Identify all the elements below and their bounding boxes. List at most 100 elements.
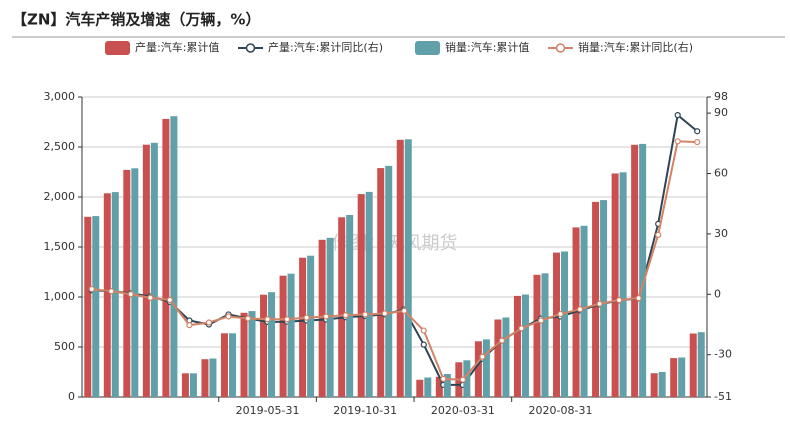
- bar: [299, 257, 307, 397]
- y-tick-label: 500: [54, 340, 75, 353]
- bar: [600, 200, 608, 397]
- bar: [228, 333, 236, 397]
- line-point: [557, 310, 564, 318]
- bar: [502, 317, 510, 397]
- line-point: [186, 322, 193, 329]
- bar: [92, 216, 100, 397]
- y2-tick-label: 60: [714, 167, 728, 180]
- bar: [103, 193, 111, 397]
- bar: [494, 319, 502, 397]
- y2-tick-label: 0: [714, 287, 721, 300]
- bar: [338, 217, 346, 397]
- bar: [189, 373, 197, 397]
- x-tick-label: 2020-03-31: [431, 404, 495, 417]
- line-point: [459, 376, 466, 383]
- bar: [131, 168, 139, 397]
- y2-tick-label: -51: [714, 390, 732, 403]
- bar: [650, 373, 658, 397]
- x-tick-label: 2019-10-31: [333, 404, 397, 417]
- bar: [209, 358, 217, 397]
- legend-label: 产量:汽车:累计同比(右): [268, 40, 383, 54]
- line-point: [108, 288, 115, 295]
- bar: [670, 358, 678, 397]
- bar: [463, 360, 471, 397]
- bar: [658, 372, 666, 397]
- bar: [268, 292, 276, 397]
- line-point: [694, 139, 701, 146]
- line-point: [498, 337, 506, 344]
- line-point: [596, 300, 603, 307]
- bar: [201, 359, 209, 397]
- x-tick-label: 2019-05-31: [236, 404, 300, 417]
- legend-swatch: [105, 41, 130, 55]
- bar: [678, 357, 686, 397]
- y2-tick-label: 90: [714, 106, 728, 119]
- bar: [416, 379, 424, 397]
- line-point: [264, 316, 271, 323]
- line-point: [420, 327, 427, 334]
- line-point: [127, 291, 134, 298]
- y-tick-label: 2,500: [44, 140, 76, 153]
- line-point: [655, 231, 662, 239]
- bar: [365, 191, 373, 397]
- bar: [326, 237, 334, 397]
- bar: [346, 215, 354, 397]
- legend-label: 产量:汽车:累计值: [135, 40, 219, 54]
- legend-label: 销量:汽车:累计值: [445, 40, 529, 54]
- bar: [424, 377, 432, 397]
- bar: [307, 255, 315, 397]
- line-point: [303, 314, 310, 321]
- line-point: [323, 313, 330, 320]
- y-tick-label: 2,000: [44, 190, 76, 203]
- line-point: [616, 297, 623, 304]
- legend-label: 销量:汽车:累计同比(右): [578, 40, 693, 54]
- bar: [474, 341, 482, 397]
- line-point: [537, 317, 545, 324]
- bar: [561, 251, 569, 397]
- y-tick-label: 0: [68, 390, 75, 403]
- bar: [533, 274, 541, 397]
- line-point: [635, 295, 642, 302]
- line-point: [88, 285, 95, 293]
- bar: [357, 194, 365, 397]
- chart-title: 【ZN】汽车产销及增速（万辆，%）: [12, 11, 260, 29]
- y2-tick-label: 98: [714, 90, 728, 103]
- y-tick-label: 3,000: [44, 90, 76, 103]
- bar: [318, 239, 326, 397]
- y2-tick-label: 30: [714, 227, 728, 240]
- line-point: [401, 307, 408, 314]
- bar: [404, 139, 412, 398]
- bar: [697, 332, 705, 397]
- bar: [260, 294, 268, 397]
- line-point: [342, 312, 349, 319]
- line: [91, 140, 698, 381]
- bar: [592, 201, 600, 397]
- line-point: [674, 112, 681, 119]
- bar: [435, 376, 443, 397]
- bar: [689, 333, 697, 397]
- line-point: [147, 294, 154, 301]
- bar: [123, 169, 131, 397]
- bar: [150, 142, 158, 397]
- bar: [385, 165, 393, 397]
- bar: [377, 168, 385, 397]
- legend-swatch: [245, 43, 256, 53]
- legend-swatch: [555, 43, 566, 53]
- line-point: [420, 341, 427, 348]
- bar: [521, 294, 529, 397]
- bar: [513, 295, 521, 397]
- bar: [111, 192, 119, 397]
- line-point: [166, 296, 173, 304]
- bar: [639, 143, 647, 397]
- legend-swatch: [415, 41, 440, 55]
- bar: [287, 273, 295, 397]
- bar: [541, 273, 549, 397]
- line-point: [225, 313, 232, 320]
- line-point: [381, 310, 388, 317]
- line-point: [674, 138, 681, 145]
- bar: [248, 311, 256, 397]
- line-point: [479, 353, 486, 360]
- bar: [396, 139, 404, 398]
